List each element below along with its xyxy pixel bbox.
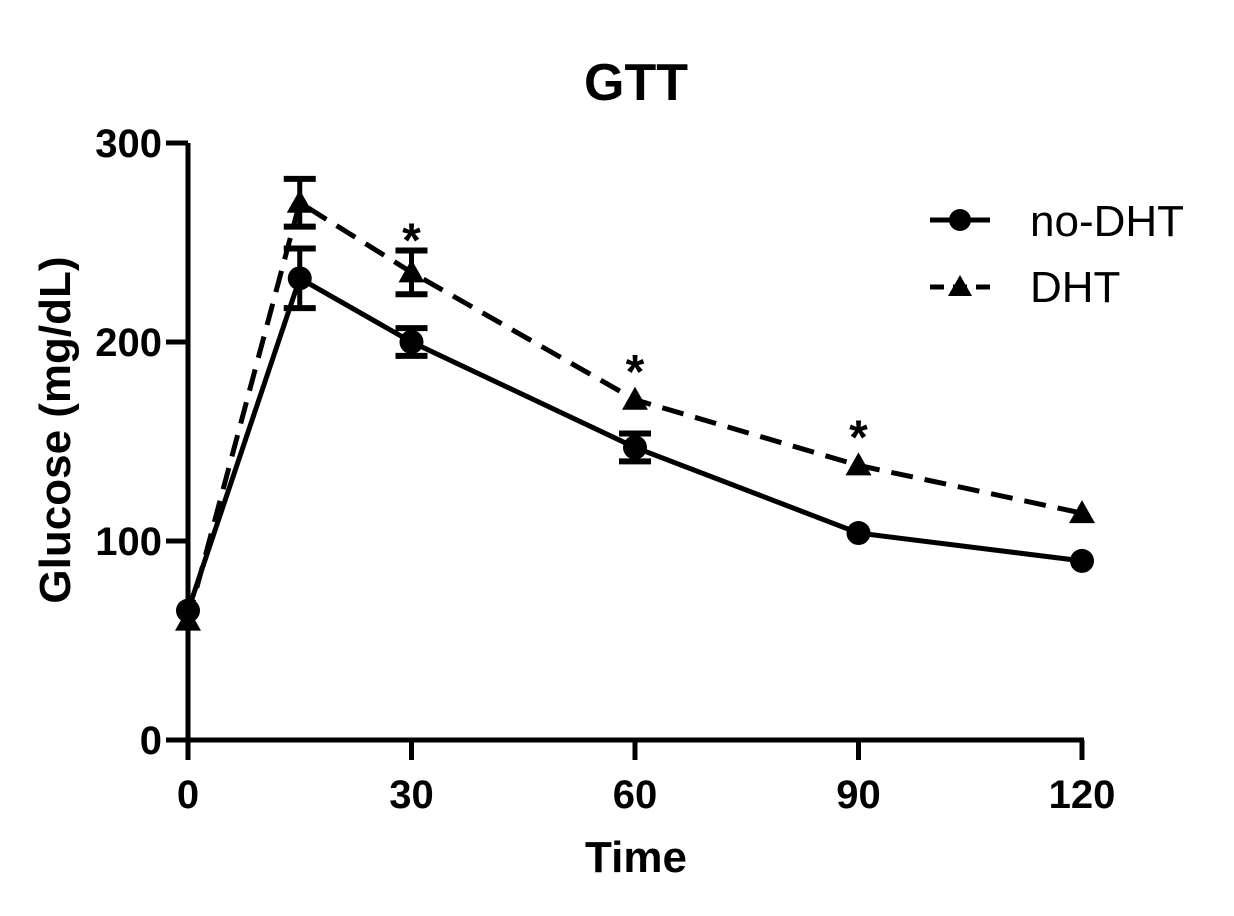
data-point-no-dht xyxy=(399,330,424,354)
series-layer xyxy=(175,175,1095,631)
data-point-no-dht xyxy=(1070,548,1094,573)
x-tick-label: 0 xyxy=(177,773,199,817)
x-tick-label: 90 xyxy=(836,773,881,817)
data-point-dht xyxy=(398,259,425,283)
data-point-no-dht xyxy=(623,435,647,460)
legend-marker-no-dht xyxy=(949,209,971,231)
y-tick-label: 100 xyxy=(95,520,162,564)
x-tick-label: 60 xyxy=(613,773,658,817)
y-tick-label: 200 xyxy=(95,321,162,365)
series-no-dht xyxy=(176,245,1094,623)
significance-marker: * xyxy=(849,412,868,465)
chart-title: GTT xyxy=(584,54,688,112)
y-tick-label: 0 xyxy=(140,719,162,763)
data-point-dht xyxy=(286,189,313,213)
series-dht xyxy=(175,175,1095,631)
legend-label-dht: DHT xyxy=(1030,263,1120,312)
axes: 0 100 200 300 0 30 60 90 120 xyxy=(95,122,1115,817)
y-tick-label: 300 xyxy=(95,122,162,166)
data-point-dht xyxy=(1069,500,1095,524)
series-line-no-dht xyxy=(185,275,1083,612)
significance-marker: * xyxy=(402,215,421,268)
y-axis-label: Glucose (mg/dL) xyxy=(31,256,80,603)
legend: no-DHT DHT xyxy=(930,197,1184,312)
annotation-layer: * * * xyxy=(402,215,868,465)
data-point-no-dht xyxy=(287,266,312,291)
legend-label-no-dht: no-DHT xyxy=(1030,197,1184,246)
x-tick-label: 120 xyxy=(1049,773,1116,817)
data-point-no-dht xyxy=(846,521,871,546)
legend-marker-dht xyxy=(948,275,972,296)
series-line-dht xyxy=(185,200,1083,622)
significance-marker: * xyxy=(626,346,645,399)
x-axis-label: Time xyxy=(585,833,687,882)
data-point-no-dht xyxy=(176,598,200,623)
x-tick-label: 30 xyxy=(389,773,434,817)
data-point-dht xyxy=(622,386,648,410)
data-point-dht xyxy=(845,452,872,476)
